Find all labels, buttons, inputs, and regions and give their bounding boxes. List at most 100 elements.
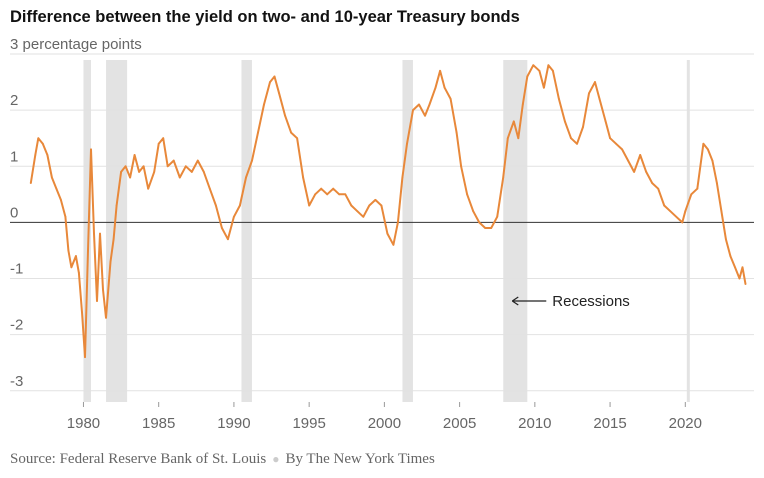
series-point-0-74 [397,221,399,224]
series-point-0-120 [651,182,654,184]
series-point-0-72 [386,232,389,235]
series-point-0-134 [725,238,727,241]
series-point-0-46 [233,215,235,218]
series-point-0-114 [615,142,617,145]
gridlines [10,53,754,392]
series-point-0-57 [296,137,299,140]
series-point-0-86 [460,165,463,168]
series-point-0-8 [64,215,67,218]
series-point-0-83 [443,86,446,89]
series-point-0-84 [449,98,452,100]
series-point-0-88 [472,210,475,213]
series-point-0-104 [558,98,560,100]
series-point-0-113 [609,137,611,140]
series-point-0-59 [308,204,311,207]
series-point-0-90 [484,227,487,229]
series-point-0-35 [166,165,169,168]
series-point-0-94 [506,137,509,140]
series-point-0-33 [157,142,160,145]
series-point-0-49 [251,159,253,162]
series-point-0-61 [320,187,323,190]
series-point-0-131 [711,159,714,162]
series-point-0-100 [538,69,541,72]
series-point-0-24 [115,204,118,207]
series-point-0-135 [729,255,732,257]
series-point-0-108 [582,126,584,128]
series-point-0-58 [302,176,305,179]
recession-band-0 [83,60,91,402]
series-point-0-105 [564,120,566,123]
series-point-0-89 [478,221,481,224]
series-point-0-122 [663,204,666,207]
series-point-0-47 [239,204,241,207]
series-point-0-39 [190,170,193,173]
x-tick-label-2000: 2000 [368,415,401,432]
series-point-0-138 [741,266,744,269]
x-tick-label-2015: 2015 [593,415,626,432]
series-point-0-80 [428,103,431,106]
series-point-0-95 [512,120,515,123]
series-point-0-10 [70,266,73,269]
series-point-0-56 [290,131,292,134]
recession-band-5 [686,60,690,402]
series-point-0-16 [90,148,92,151]
series-point-0-2 [37,137,40,140]
series-point-0-106 [570,137,572,140]
series-point-0-69 [368,204,371,207]
y-tick-label-1: 1 [10,148,18,165]
series-point-0-27 [129,176,132,179]
series-point-0-31 [147,187,150,190]
series-point-0-109 [588,92,590,95]
series-point-0-73 [392,243,395,246]
x-tick-label-2005: 2005 [443,415,476,432]
recession-band-2 [241,60,252,402]
series-point-0-40 [196,159,199,162]
series-point-0-119 [645,170,648,173]
series-point-0-9 [67,249,70,252]
series-point-0-26 [124,165,127,168]
x-tick-label-1980: 1980 [67,415,100,432]
series-point-0-3 [41,142,44,145]
series-point-0-123 [669,210,672,213]
series-point-0-62 [326,193,329,196]
recession-bands [83,60,690,402]
series-point-0-116 [627,159,630,162]
series-point-0-81 [434,86,437,89]
series-point-0-92 [496,215,499,218]
series-point-0-130 [706,148,709,151]
series-point-0-107 [576,142,578,145]
series-point-0-70 [374,199,377,201]
series-point-0-139 [744,283,747,286]
x-tick-label-1985: 1985 [142,415,175,432]
series-point-0-20 [102,288,104,291]
series-point-0-5 [50,176,53,179]
series-point-0-111 [598,98,601,100]
series-point-0-21 [105,316,107,319]
series-point-0-117 [633,170,636,173]
series-point-0-4 [46,154,49,156]
series-point-0-67 [356,210,359,213]
series-point-0-98 [526,75,529,78]
series-point-0-15 [87,249,89,252]
series-point-0-76 [406,142,408,145]
recession-annotation-group: Recessions [511,293,630,310]
annotation-arrow-head [511,296,519,306]
y-tick-label--3: -3 [10,373,23,390]
series-point-0-75 [401,176,404,179]
series-point-0-43 [214,204,217,207]
y-tick-label--1: -1 [10,261,23,278]
series-point-0-55 [284,114,286,117]
series-point-0-30 [142,165,145,168]
series-point-0-78 [418,103,420,106]
series-point-0-110 [594,81,596,83]
series-point-0-118 [639,154,642,156]
series-point-0-60 [314,193,317,196]
series-point-0-65 [344,193,347,196]
series-line-0 [29,64,747,359]
series-point-0-82 [439,69,441,72]
series-point-0-42 [208,187,211,190]
series-point-0-77 [412,109,414,112]
y-axis-unit-label: 3 percentage points [10,36,142,53]
series-point-0-64 [338,193,341,196]
